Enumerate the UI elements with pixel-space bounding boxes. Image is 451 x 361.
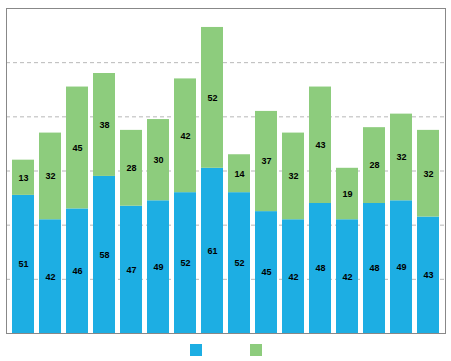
svg-text:48: 48 xyxy=(369,263,379,273)
svg-text:32: 32 xyxy=(45,171,55,181)
svg-text:43: 43 xyxy=(315,140,325,150)
svg-text:45: 45 xyxy=(72,143,82,153)
svg-text:61: 61 xyxy=(207,246,217,256)
svg-text:47: 47 xyxy=(126,265,136,275)
svg-text:52: 52 xyxy=(180,258,190,268)
svg-text:48: 48 xyxy=(315,263,325,273)
svg-text:32: 32 xyxy=(423,169,433,179)
svg-text:51: 51 xyxy=(18,259,28,269)
svg-text:14: 14 xyxy=(234,169,244,179)
svg-text:30: 30 xyxy=(153,155,163,165)
svg-text:37: 37 xyxy=(261,156,271,166)
svg-text:49: 49 xyxy=(396,262,406,272)
svg-text:38: 38 xyxy=(99,120,109,130)
svg-text:58: 58 xyxy=(99,250,109,260)
svg-text:13: 13 xyxy=(18,173,28,183)
svg-text:52: 52 xyxy=(234,258,244,268)
svg-text:46: 46 xyxy=(72,266,82,276)
svg-text:45: 45 xyxy=(261,267,271,277)
svg-text:32: 32 xyxy=(396,152,406,162)
svg-text:43: 43 xyxy=(423,270,433,280)
svg-text:28: 28 xyxy=(126,163,136,173)
svg-text:42: 42 xyxy=(180,131,190,141)
svg-text:42: 42 xyxy=(45,272,55,282)
svg-text:52: 52 xyxy=(207,93,217,103)
svg-text:19: 19 xyxy=(342,189,352,199)
svg-text:28: 28 xyxy=(369,160,379,170)
svg-text:32: 32 xyxy=(288,171,298,181)
svg-text:42: 42 xyxy=(342,272,352,282)
svg-text:42: 42 xyxy=(288,272,298,282)
svg-text:49: 49 xyxy=(153,262,163,272)
